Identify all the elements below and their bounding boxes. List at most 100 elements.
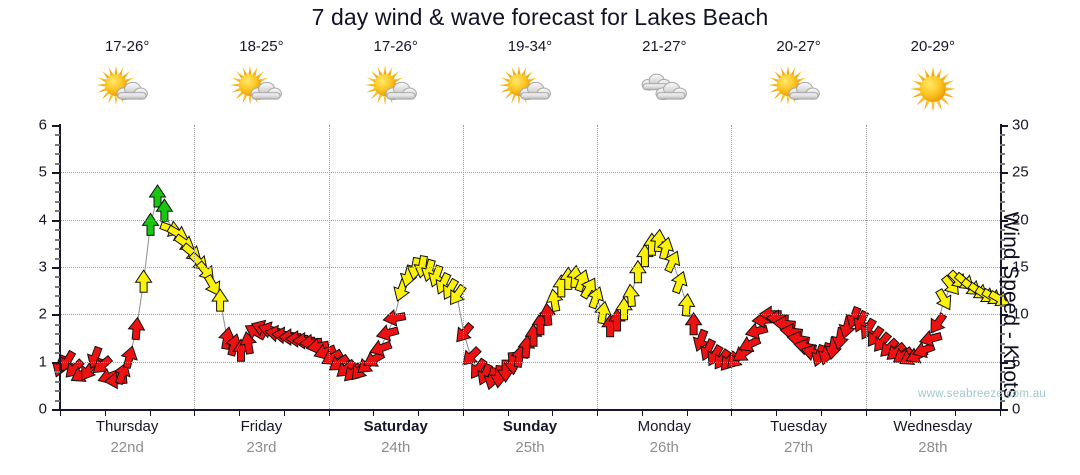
gridline-h: [60, 172, 1000, 174]
tick-bottom: [955, 409, 957, 416]
temperature-range: 17-26°: [373, 38, 418, 55]
gridline-v: [462, 125, 464, 409]
wind-arrow: [375, 324, 400, 342]
tick-minor-right: [1000, 143, 1005, 146]
day-name: Thursday: [95, 418, 159, 435]
tick-label-right: 0: [1012, 400, 1021, 418]
temperature-range: 20-27°: [776, 38, 821, 55]
day-name: Friday: [240, 418, 283, 435]
tick-minor-right: [1000, 200, 1005, 203]
wind-arrow: [155, 198, 174, 222]
temperature-range: 21-27°: [642, 38, 687, 55]
day-name: Saturday: [363, 418, 428, 435]
tick-label-right: 15: [1012, 258, 1029, 276]
temperature-range: 18-25°: [239, 38, 284, 55]
tick-minor-left: [55, 352, 60, 355]
tick-minor-right: [1000, 342, 1005, 345]
tick-bottom: [194, 409, 196, 416]
wind-arrow: [113, 361, 131, 386]
wind-arrow: [622, 283, 641, 308]
day-footer-thursday: Thursday 22nd: [60, 418, 194, 468]
tick-minor-right: [1000, 276, 1005, 279]
tick-minor-left: [55, 276, 60, 279]
day-name: Monday: [637, 418, 691, 435]
cloudy-icon: [626, 60, 702, 118]
tick-minor-right: [1000, 162, 1005, 165]
tick-minor-left: [55, 342, 60, 345]
tick-minor-right: [1000, 371, 1005, 374]
partly-cloudy-icon: [223, 60, 299, 118]
tick-bottom: [60, 409, 61, 416]
tick-minor-left: [55, 143, 60, 146]
day-date: 24th: [381, 439, 411, 456]
tick-bottom: [239, 409, 241, 416]
wind-arrow-layer: [52, 184, 1011, 391]
sunny-icon: [895, 60, 971, 118]
tick-bottom: [910, 409, 912, 416]
gridline-v: [865, 125, 867, 409]
wind-arrow: [225, 333, 243, 357]
wind-arrow: [450, 283, 467, 306]
partly-cloudy-icon: [89, 60, 165, 118]
tick-minor-right: [1000, 304, 1005, 307]
day-header-thursday: 17-26°: [60, 38, 194, 124]
tick-bottom: [462, 409, 464, 416]
temperature-range: 20-29°: [910, 38, 956, 55]
wind-arrow: [930, 312, 948, 334]
day-name: Wednesday: [893, 418, 973, 435]
tick-label-left: 5: [38, 163, 47, 181]
tick-label-left: 4: [38, 211, 47, 229]
tick-minor-right: [1000, 229, 1005, 232]
wind-arrow: [92, 355, 114, 374]
day-footer-monday: Monday 26th: [597, 418, 731, 468]
tick-bottom: [731, 409, 733, 416]
tick-label-right: 10: [1012, 305, 1029, 323]
wind-arrow: [918, 329, 943, 348]
tick-minor-left: [55, 238, 60, 241]
tick-minor-left: [55, 295, 60, 298]
tick-bottom: [328, 409, 330, 416]
wind-arrow: [935, 288, 952, 311]
tick-major-right: [1000, 409, 1008, 411]
tick-minor-right: [1000, 257, 1005, 260]
wind-arrow: [211, 288, 230, 312]
tick-minor-right: [1000, 380, 1005, 383]
wind-arrow: [670, 270, 688, 295]
bottom-axis-line: [60, 409, 1001, 411]
tick-major-left: [52, 172, 60, 175]
wind-arrow: [127, 316, 146, 341]
tick-minor-right: [1000, 333, 1005, 336]
tick-minor-right: [1000, 399, 1005, 402]
tick-minor-left: [55, 248, 60, 251]
day-footer-saturday: Saturday 24th: [329, 418, 463, 468]
wind-arrow: [573, 269, 591, 293]
page-title: 7 day wind & wave forecast for Lakes Bea…: [311, 4, 769, 30]
tick-minor-left: [55, 333, 60, 336]
tick-bottom: [552, 409, 554, 416]
tick-minor-left: [55, 257, 60, 260]
tick-major-right: [1000, 125, 1008, 127]
partly-cloudy-icon: [358, 60, 434, 118]
gridline-h: [60, 314, 1000, 316]
wind-arrow: [579, 277, 597, 300]
tick-bottom: [1000, 409, 1001, 416]
tick-minor-left: [55, 134, 60, 137]
tick-major-right: [1000, 361, 1008, 364]
wind-arrow: [692, 328, 710, 352]
day-date: 22nd: [110, 439, 144, 456]
tick-label-right: 20: [1012, 211, 1029, 229]
wind-arrow: [700, 338, 717, 362]
gridline-h: [60, 219, 1000, 221]
tick-minor-left: [55, 380, 60, 383]
day-footer-sunday: Sunday 25th: [463, 418, 597, 468]
tick-bottom: [865, 409, 867, 416]
day-date: 26th: [649, 439, 679, 456]
wind-arrow: [940, 274, 959, 296]
tick-minor-left: [55, 229, 60, 232]
tick-minor-left: [55, 371, 60, 374]
tick-label-right: 25: [1012, 163, 1029, 181]
tick-bottom: [149, 409, 151, 416]
tick-minor-right: [1000, 134, 1005, 137]
tick-minor-right: [1000, 295, 1005, 298]
